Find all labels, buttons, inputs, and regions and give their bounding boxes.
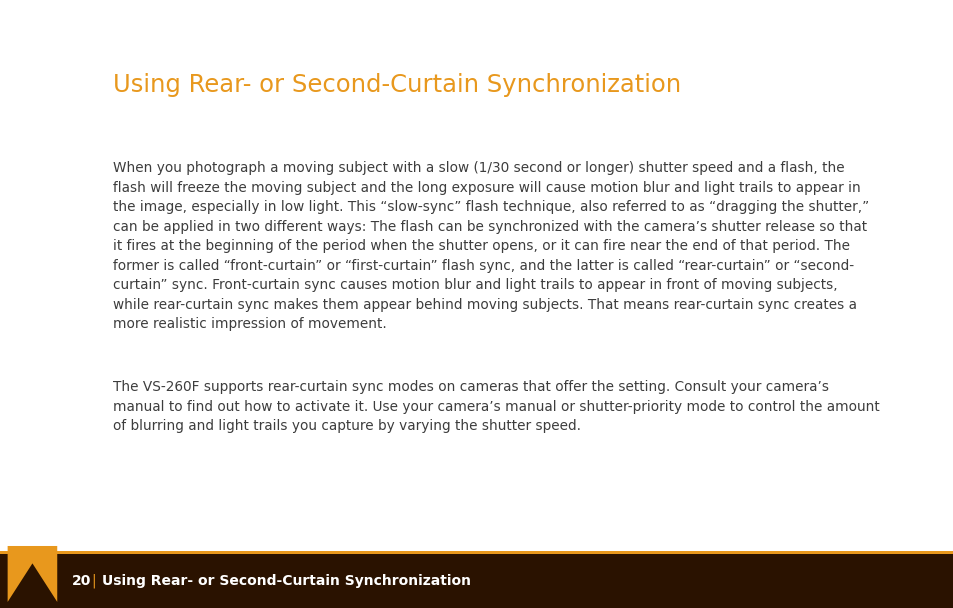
Text: 20: 20 (71, 574, 91, 589)
Bar (0, 551, 953, 554)
Text: |: | (91, 574, 96, 589)
Text: Using Rear- or Second-Curtain Synchronization: Using Rear- or Second-Curtain Synchroniz… (102, 574, 471, 589)
Bar (0, 554, 953, 608)
Polygon shape (8, 546, 57, 602)
Text: The VS-260F supports rear-curtain sync modes on cameras that offer the setting. : The VS-260F supports rear-curtain sync m… (112, 380, 879, 433)
Text: When you photograph a moving subject with a slow (1/30 second or longer) shutter: When you photograph a moving subject wit… (112, 161, 868, 331)
Text: Using Rear- or Second-Curtain Synchronization: Using Rear- or Second-Curtain Synchroniz… (112, 73, 680, 97)
